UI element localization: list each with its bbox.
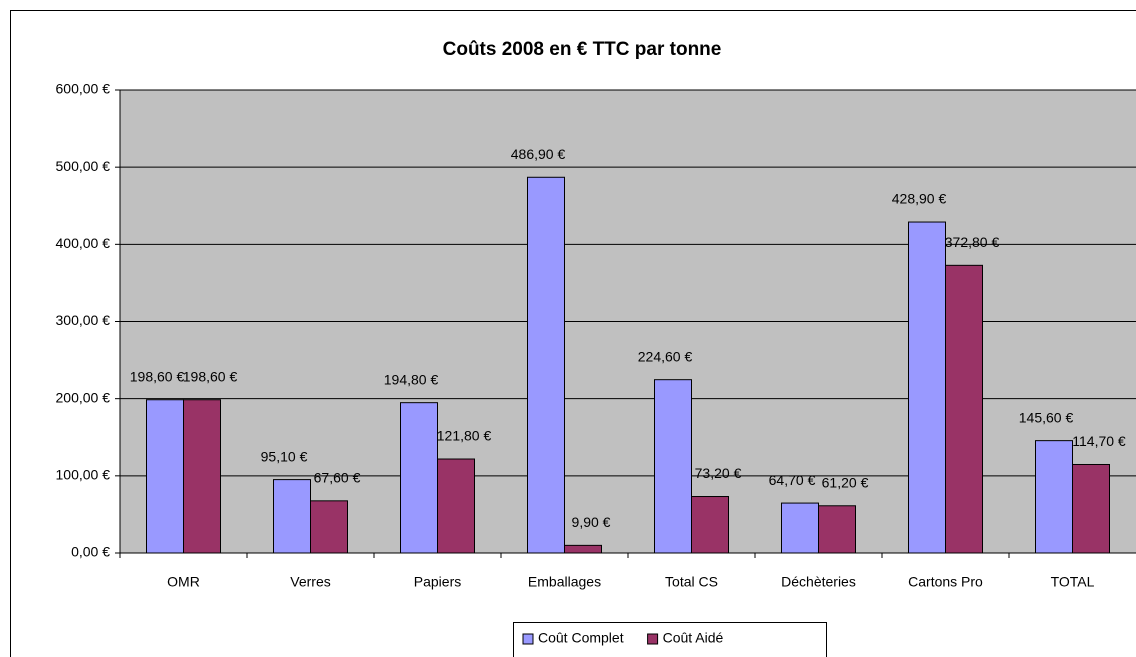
legend-swatch [647,633,659,645]
bar [654,379,692,554]
y-tick-label: 600,00 € [56,81,111,97]
data-label: 64,70 € [769,472,816,488]
data-label: 224,60 € [638,348,693,364]
bar [818,505,856,554]
data-label: 198,60 € [130,368,185,384]
data-label: 61,20 € [822,474,869,490]
y-tick-label: 400,00 € [56,235,111,251]
chart-title: Coûts 2008 en € TTC par tonne [443,39,722,60]
data-label: 9,90 € [572,514,611,530]
data-label: 121,80 € [437,428,492,444]
x-tick-label: OMR [167,574,200,590]
legend-swatch [522,633,534,645]
data-label: 428,90 € [892,191,947,207]
legend-label: Coût Aidé [663,630,724,646]
data-label: 67,60 € [314,470,361,486]
bar [1035,440,1073,554]
data-label: 114,70 € [1072,433,1126,449]
bar [400,402,438,554]
bar [437,458,475,554]
bar [908,221,946,554]
data-label: 95,10 € [261,448,308,464]
bar [691,496,729,554]
data-label: 73,20 € [695,465,742,481]
bar [564,544,602,554]
data-label: 194,80 € [384,371,439,387]
bar [183,399,221,554]
y-tick-label: 200,00 € [56,389,111,405]
legend-label: Coût Complet [538,630,624,646]
x-tick-label: Emballages [528,574,601,590]
y-tick-label: 300,00 € [56,312,111,328]
x-tick-label: Cartons Pro [908,574,983,590]
bar [310,500,348,554]
bar [945,264,983,554]
y-tick-label: 500,00 € [56,158,111,174]
bar [1072,463,1110,554]
legend-box [513,622,827,657]
x-tick-label: Total CS [665,574,718,590]
data-label: 372,80 € [945,234,1000,250]
x-tick-label: Verres [290,574,330,590]
y-tick-label: 0,00 € [71,544,110,560]
bar [527,176,565,554]
x-tick-label: Papiers [414,574,461,590]
data-label: 486,90 € [511,146,566,162]
y-tick-label: 100,00 € [56,467,111,483]
bar [273,479,311,554]
bar [146,399,184,554]
bar [781,502,819,554]
data-label: 198,60 € [183,368,238,384]
x-tick-label: Déchèteries [781,574,856,590]
x-tick-label: TOTAL [1051,574,1095,590]
data-label: 145,60 € [1019,409,1074,425]
